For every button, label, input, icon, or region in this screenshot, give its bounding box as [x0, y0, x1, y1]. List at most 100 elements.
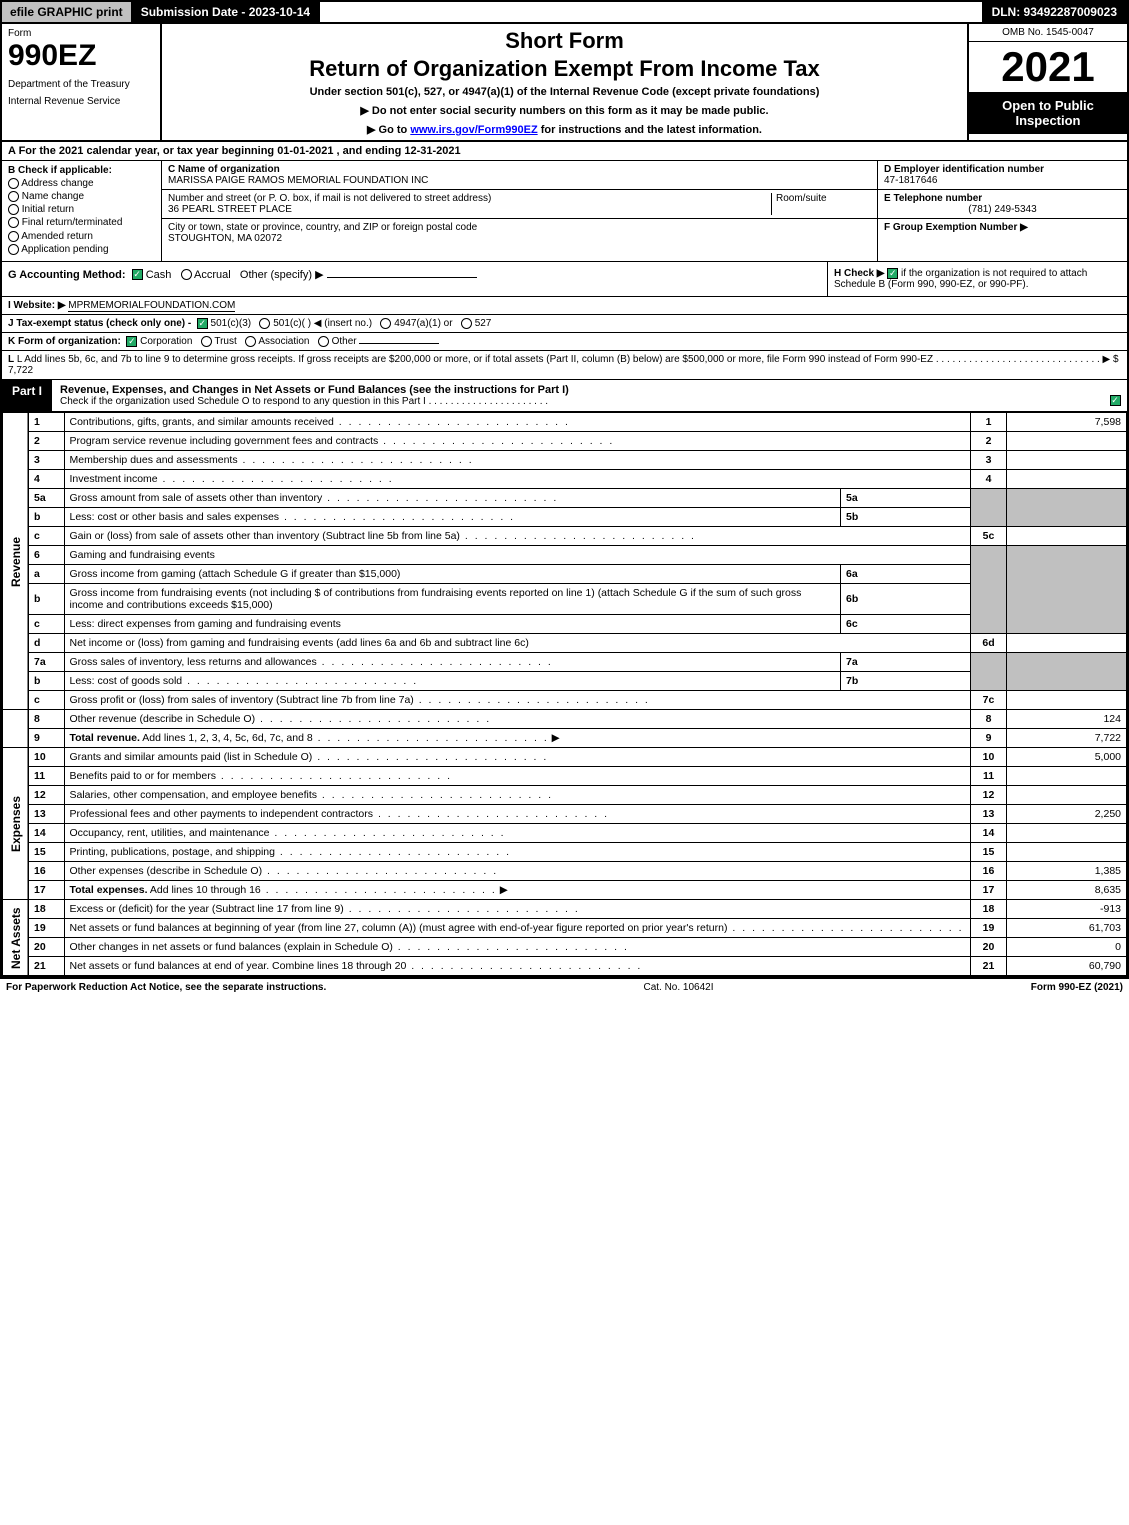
- omb-number: OMB No. 1545-0047: [969, 24, 1127, 42]
- j-501c3-label: 501(c)(3): [211, 318, 252, 329]
- footer-form-ref: Form 990-EZ (2021): [1031, 982, 1123, 993]
- j-501c3-check[interactable]: [197, 318, 208, 329]
- goto-post: for instructions and the latest informat…: [538, 124, 762, 136]
- h-check[interactable]: [887, 268, 898, 279]
- ck-final-return[interactable]: Final return/terminated: [8, 217, 155, 228]
- page-footer: For Paperwork Reduction Act Notice, see …: [0, 978, 1129, 996]
- part-i-header: Part I Revenue, Expenses, and Changes in…: [2, 380, 1127, 412]
- k-trust-label: Trust: [214, 336, 236, 347]
- j-527-check[interactable]: [461, 318, 472, 329]
- table-row: 4 Investment income 4: [3, 470, 1127, 489]
- k-corp-label: Corporation: [140, 336, 192, 347]
- k-other-label: Other: [332, 336, 357, 347]
- g-cash-check[interactable]: [132, 269, 143, 280]
- table-row: a Gross income from gaming (attach Sched…: [3, 565, 1127, 584]
- row-i: I Website: ▶ MPRMEMORIALFOUNDATION.COM: [2, 297, 1127, 315]
- table-row: 17 Total expenses. Add lines 10 through …: [3, 881, 1127, 900]
- expenses-side-label: Expenses: [3, 748, 29, 900]
- revenue-side-label: Revenue: [3, 413, 29, 710]
- table-row: 9 Total revenue. Total revenue. Add line…: [3, 729, 1127, 748]
- ck-initial-return[interactable]: Initial return: [8, 204, 155, 215]
- table-row: 2 Program service revenue including gove…: [3, 432, 1127, 451]
- b-check-label: B Check if applicable:: [8, 165, 155, 176]
- open-to-public: Open to Public Inspection: [969, 92, 1127, 134]
- j-4947-label: 4947(a)(1) or: [394, 318, 452, 329]
- g-other-label: Other (specify) ▶: [240, 269, 324, 281]
- j-527-label: 527: [475, 318, 492, 329]
- g-cash-label: Cash: [146, 269, 172, 281]
- table-row: 3 Membership dues and assessments 3: [3, 451, 1127, 470]
- section-b: B Check if applicable: Address change Na…: [2, 161, 1127, 262]
- dln: DLN: 93492287009023: [982, 2, 1127, 22]
- g-label: G Accounting Method:: [8, 269, 126, 281]
- table-row: d Net income or (loss) from gaming and f…: [3, 634, 1127, 653]
- ssn-note: ▶ Do not enter social security numbers o…: [170, 104, 959, 117]
- part-i-title: Revenue, Expenses, and Changes in Net As…: [60, 384, 569, 396]
- g-accrual-check[interactable]: [181, 269, 192, 280]
- table-row: b Less: cost of goods sold 7b: [3, 672, 1127, 691]
- k-assoc-label: Association: [258, 336, 309, 347]
- d-label: D Employer identification number: [884, 164, 1044, 175]
- table-row: Expenses 10 Grants and similar amounts p…: [3, 748, 1127, 767]
- efile-print[interactable]: efile GRAPHIC print: [2, 2, 133, 22]
- table-row: 6 Gaming and fundraising events: [3, 546, 1127, 565]
- ck-address-change[interactable]: Address change: [8, 178, 155, 189]
- ck-application-pending[interactable]: Application pending: [8, 244, 155, 255]
- table-row: Revenue 1 Contributions, gifts, grants, …: [3, 413, 1127, 432]
- l-value: 7,722: [8, 365, 33, 376]
- footer-cat-no: Cat. No. 10642I: [326, 982, 1030, 993]
- g-accrual-label: Accrual: [194, 269, 231, 281]
- irs-link[interactable]: www.irs.gov/Form990EZ: [410, 124, 537, 136]
- city-label: City or town, state or province, country…: [168, 222, 477, 233]
- k-trust-check[interactable]: [201, 336, 212, 347]
- ck-amended-return[interactable]: Amended return: [8, 231, 155, 242]
- row-k: K Form of organization: Corporation Trus…: [2, 333, 1127, 351]
- ein-value: 47-1817646: [884, 175, 937, 186]
- row-gh: G Accounting Method: Cash Accrual Other …: [2, 262, 1127, 297]
- room-label: Room/suite: [776, 193, 827, 204]
- short-form-title: Short Form: [170, 28, 959, 54]
- table-row: 15 Printing, publications, postage, and …: [3, 843, 1127, 862]
- street-address: 36 PEARL STREET PLACE: [168, 204, 292, 215]
- top-bar: efile GRAPHIC print Submission Date - 20…: [2, 2, 1127, 24]
- form-subtitle: Under section 501(c), 527, or 4947(a)(1)…: [170, 86, 959, 98]
- k-other-check[interactable]: [318, 336, 329, 347]
- row-l: L L Add lines 5b, 6c, and 7b to line 9 t…: [2, 351, 1127, 380]
- j-4947-check[interactable]: [380, 318, 391, 329]
- c-label: C Name of organization: [168, 164, 280, 175]
- k-label: K Form of organization:: [8, 336, 121, 347]
- table-row: b Gross income from fundraising events (…: [3, 584, 1127, 615]
- part-i-sub: Check if the organization used Schedule …: [60, 396, 1095, 407]
- table-row: 13 Professional fees and other payments …: [3, 805, 1127, 824]
- line-a: A For the 2021 calendar year, or tax yea…: [2, 142, 1127, 161]
- table-row: 5a Gross amount from sale of assets othe…: [3, 489, 1127, 508]
- part-i-check[interactable]: [1110, 395, 1121, 406]
- city-state-zip: STOUGHTON, MA 02072: [168, 233, 282, 244]
- part-i-label: Part I: [2, 380, 52, 411]
- ck-name-change[interactable]: Name change: [8, 191, 155, 202]
- form-header: Form 990EZ Department of the Treasury In…: [2, 24, 1127, 142]
- table-row: 14 Occupancy, rent, utilities, and maint…: [3, 824, 1127, 843]
- table-row: 8 Other revenue (describe in Schedule O)…: [3, 710, 1127, 729]
- phone-value: (781) 249-5343: [884, 204, 1121, 215]
- h-label: H Check ▶: [834, 268, 884, 279]
- dept-irs: Internal Revenue Service: [8, 96, 154, 107]
- k-assoc-check[interactable]: [245, 336, 256, 347]
- submission-date: Submission Date - 2023-10-14: [133, 2, 320, 22]
- part-i-table: Revenue 1 Contributions, gifts, grants, …: [2, 412, 1127, 976]
- table-row: c Less: direct expenses from gaming and …: [3, 615, 1127, 634]
- j-501c-check[interactable]: [259, 318, 270, 329]
- table-row: Net Assets 18 Excess or (deficit) for th…: [3, 900, 1127, 919]
- org-name: MARISSA PAIGE RAMOS MEMORIAL FOUNDATION …: [168, 175, 428, 186]
- table-row: b Less: cost or other basis and sales ex…: [3, 508, 1127, 527]
- table-row: c Gross profit or (loss) from sales of i…: [3, 691, 1127, 710]
- l-text: L Add lines 5b, 6c, and 7b to line 9 to …: [17, 354, 1119, 365]
- form-label: Form: [8, 28, 154, 39]
- row-j: J Tax-exempt status (check only one) - 5…: [2, 315, 1127, 333]
- table-row: 11 Benefits paid to or for members 11: [3, 767, 1127, 786]
- table-row: 21 Net assets or fund balances at end of…: [3, 957, 1127, 976]
- table-row: 16 Other expenses (describe in Schedule …: [3, 862, 1127, 881]
- k-corp-check[interactable]: [126, 336, 137, 347]
- i-label: I Website: ▶: [8, 300, 66, 311]
- website-value[interactable]: MPRMEMORIALFOUNDATION.COM: [68, 300, 235, 312]
